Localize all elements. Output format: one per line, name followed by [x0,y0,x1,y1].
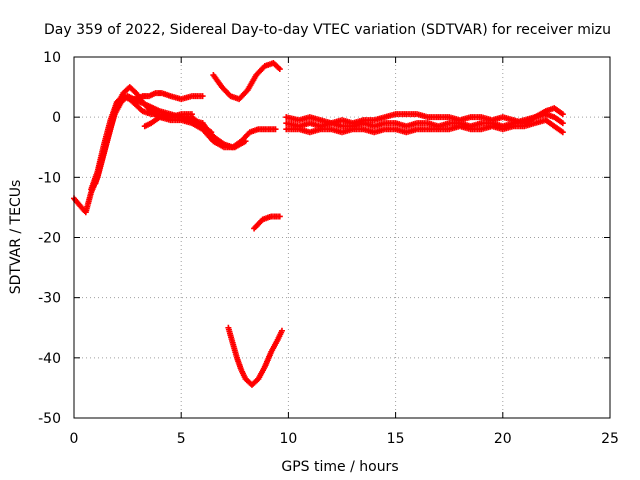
series-track-1 [71,84,249,216]
x-tick-label: 10 [279,431,297,447]
x-tick-label: 25 [601,431,619,447]
data-point [559,111,566,118]
data-point [559,120,566,127]
x-axis-label: GPS time / hours [281,459,398,475]
x-tick-label: 5 [177,431,186,447]
data-point [559,129,566,136]
data-point [276,66,283,73]
data-point [278,327,285,334]
y-axis-label: SDTVAR / TECUs [8,180,24,295]
y-tick-label: -50 [38,411,61,427]
series-track-6 [199,120,279,151]
y-tick-label: -30 [38,291,61,307]
series-track-7 [210,60,283,103]
data-series [71,60,566,388]
x-tick-label: 15 [387,431,405,447]
x-tick-label: 0 [70,431,79,447]
y-tick-label: -20 [38,231,61,247]
y-tick-labels: 10 0 -10 -20 -30 -40 -50 [38,50,61,427]
data-point [199,93,206,100]
axis-ticks [73,56,611,419]
data-point [188,111,195,118]
series-track-8 [251,213,283,232]
series-track-4 [113,90,206,106]
y-tick-label: -40 [38,351,61,367]
series-track-9 [225,324,285,388]
data-point [272,126,279,133]
series-track-3 [92,93,215,187]
chart-title: Day 359 of 2022, Sidereal Day-to-day VTE… [44,22,611,38]
y-tick-label: -10 [38,170,61,186]
series-track-12 [283,117,566,136]
y-tick-label: 0 [52,110,61,126]
x-tick-labels: 0 5 10 15 20 25 [70,431,619,447]
series-track-5 [141,111,195,130]
series-track-11 [283,111,566,130]
x-tick-label: 20 [494,431,512,447]
y-tick-label: 10 [43,50,61,66]
data-point [276,213,283,220]
